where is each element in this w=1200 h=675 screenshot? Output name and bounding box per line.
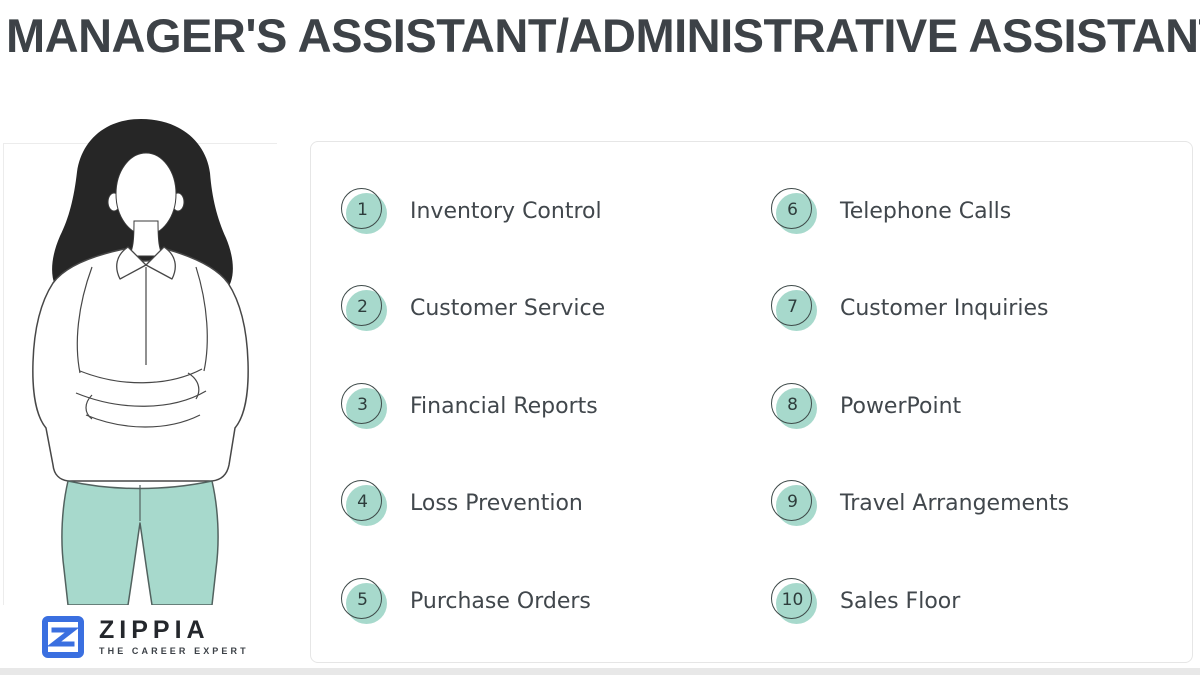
skills-column-right: 6 Telephone Calls 7 Customer Inquiries bbox=[771, 187, 1191, 625]
skill-number-badge: 10 bbox=[771, 577, 818, 625]
skill-number-badge: 1 bbox=[341, 187, 388, 235]
badge-outline-circle bbox=[341, 285, 382, 326]
skill-list-item: 7 Customer Inquiries bbox=[771, 285, 1191, 332]
skill-label: Inventory Control bbox=[410, 198, 602, 224]
skill-list-item: 9 Travel Arrangements bbox=[771, 480, 1191, 527]
skill-list-item: 1 Inventory Control bbox=[341, 187, 761, 235]
skill-label: Sales Floor bbox=[840, 588, 961, 614]
skill-number: 8 bbox=[787, 394, 798, 415]
skill-label: Financial Reports bbox=[410, 393, 598, 419]
skill-label: PowerPoint bbox=[840, 393, 962, 419]
logo-tagline: THE CAREER EXPERT bbox=[99, 645, 249, 656]
logo-wordmark: ZIPPIA bbox=[99, 615, 210, 644]
skill-number-badge: 5 bbox=[341, 577, 388, 625]
skill-number-badge: 9 bbox=[771, 480, 818, 527]
skill-number: 7 bbox=[787, 297, 798, 317]
skills-card: 1 Inventory Control 2 Customer Service bbox=[310, 141, 1193, 663]
badge-outline-circle bbox=[771, 480, 812, 521]
woman-illustration bbox=[32, 119, 249, 605]
skill-number: 5 bbox=[357, 589, 368, 610]
page-bottom-strip bbox=[0, 668, 1200, 675]
badge-outline-circle bbox=[771, 382, 812, 424]
badge-outline-circle bbox=[341, 187, 382, 229]
skill-list-item: 10 Sales Floor bbox=[771, 577, 1191, 625]
badge-outline-circle bbox=[771, 187, 812, 229]
skill-label: Travel Arrangements bbox=[840, 491, 1070, 516]
skill-number-badge: 4 bbox=[341, 480, 388, 527]
skill-number: 9 bbox=[787, 492, 798, 512]
skill-number: 4 bbox=[357, 492, 368, 512]
skill-number: 3 bbox=[357, 394, 368, 415]
skill-list-item: 8 PowerPoint bbox=[771, 382, 1191, 430]
shirt-shape bbox=[32, 248, 249, 482]
zippia-logo-icon bbox=[42, 615, 84, 658]
skill-label: Telephone Calls bbox=[840, 198, 1012, 224]
skill-list-item: 6 Telephone Calls bbox=[771, 187, 1191, 235]
badge-outline-circle bbox=[341, 382, 382, 424]
skill-number-badge: 7 bbox=[771, 285, 818, 332]
skill-list-item: 4 Loss Prevention bbox=[341, 480, 761, 527]
skill-number-badge: 3 bbox=[341, 382, 388, 430]
skill-label: Loss Prevention bbox=[410, 491, 583, 516]
badge-outline-circle bbox=[341, 480, 382, 521]
skill-number-badge: 2 bbox=[341, 285, 388, 332]
badge-outline-circle bbox=[771, 285, 812, 326]
badge-outline-circle bbox=[771, 577, 812, 619]
skills-column-left: 1 Inventory Control 2 Customer Service bbox=[341, 187, 761, 625]
skill-number-badge: 6 bbox=[771, 187, 818, 235]
skill-number: 10 bbox=[781, 589, 804, 610]
skill-label: Customer Inquiries bbox=[840, 296, 1049, 321]
pants-shape bbox=[61, 480, 219, 605]
skill-list-item: 3 Financial Reports bbox=[341, 382, 761, 430]
badge-outline-circle bbox=[341, 577, 382, 619]
skill-list-item: 5 Purchase Orders bbox=[341, 577, 761, 625]
skill-number: 6 bbox=[787, 199, 798, 220]
skill-label: Purchase Orders bbox=[410, 588, 591, 614]
skill-number-badge: 8 bbox=[771, 382, 818, 430]
skill-label: Customer Service bbox=[410, 296, 606, 321]
zippia-logo: ZIPPIA THE CAREER EXPERT bbox=[3, 605, 277, 668]
skill-list-item: 2 Customer Service bbox=[341, 285, 761, 332]
skill-number: 2 bbox=[357, 297, 368, 317]
page-title: MANAGER'S ASSISTANT/ADMINISTRATIVE ASSIS… bbox=[6, 9, 1200, 62]
skill-number: 1 bbox=[357, 199, 368, 220]
